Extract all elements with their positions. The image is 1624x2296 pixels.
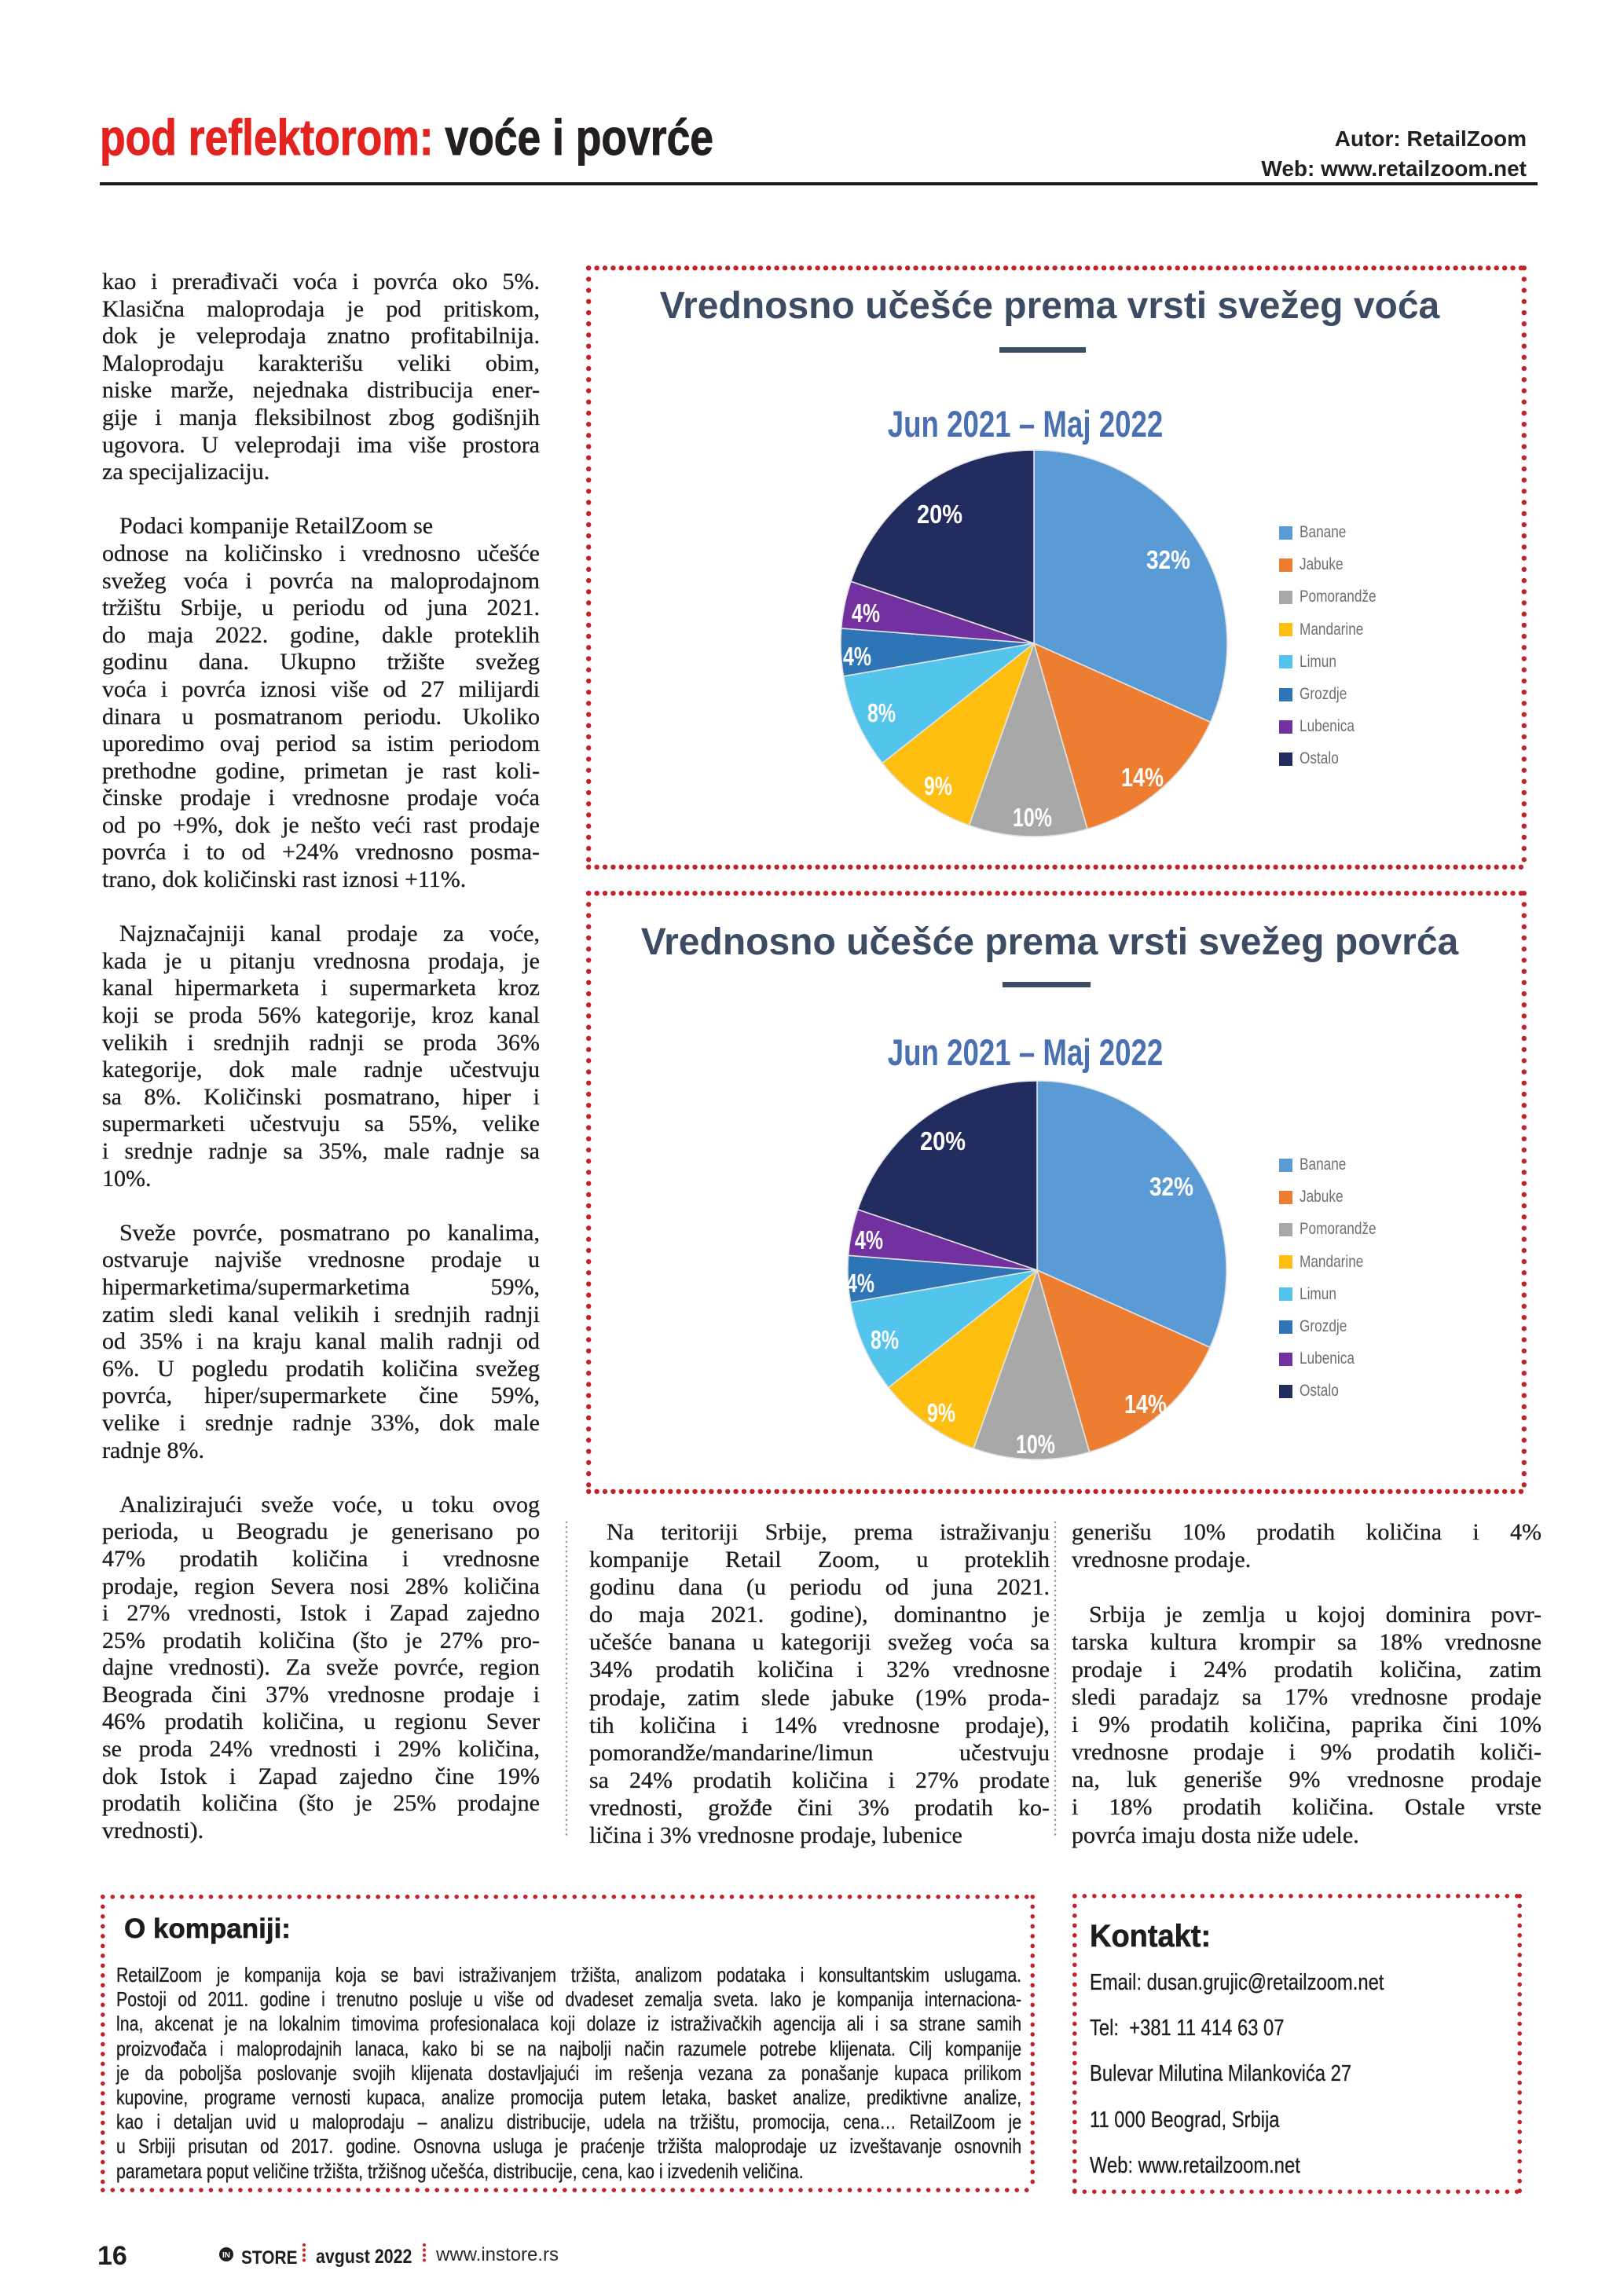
svg-text:20%: 20% bbox=[920, 1126, 966, 1155]
svg-text:14%: 14% bbox=[1121, 763, 1164, 792]
svg-text:32%: 32% bbox=[1149, 1172, 1193, 1201]
svg-text:IN: IN bbox=[222, 2251, 230, 2260]
svg-text:4%: 4% bbox=[843, 642, 871, 671]
svg-text:14%: 14% bbox=[1124, 1390, 1167, 1419]
svg-text:4%: 4% bbox=[855, 1225, 883, 1254]
svg-text:32%: 32% bbox=[1146, 545, 1190, 574]
svg-text:9%: 9% bbox=[927, 1398, 955, 1427]
svg-text:4%: 4% bbox=[852, 599, 880, 628]
svg-text:4%: 4% bbox=[846, 1269, 874, 1298]
svg-text:8%: 8% bbox=[871, 1325, 899, 1354]
svg-text:10%: 10% bbox=[1016, 1430, 1055, 1459]
svg-text:10%: 10% bbox=[1013, 803, 1052, 832]
svg-text:9%: 9% bbox=[924, 771, 952, 800]
svg-text:8%: 8% bbox=[867, 698, 896, 727]
svg-text:20%: 20% bbox=[917, 500, 962, 529]
